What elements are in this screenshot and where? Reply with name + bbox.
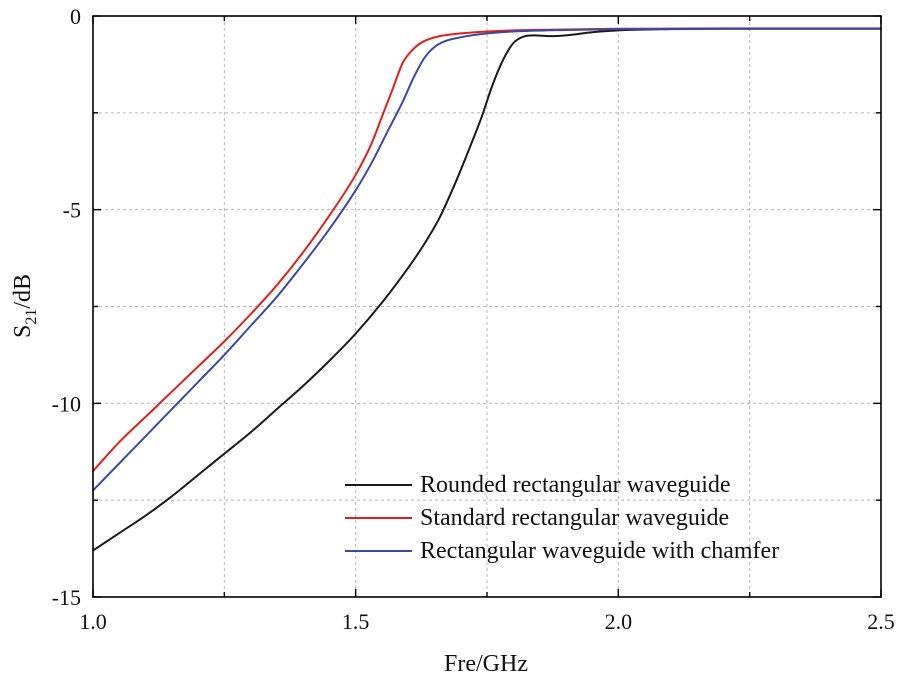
y-tick-label: 0 (70, 4, 81, 29)
x-axis-title: Fre/GHz (444, 651, 528, 677)
legend-label-rounded: Rounded rectangular waveguide (420, 472, 731, 498)
legend-label-chamfer: Rectangular waveguide with chamfer (420, 538, 779, 564)
y-axis-title-main: S (10, 325, 36, 338)
y-tick-label: -15 (52, 585, 81, 610)
x-tick-label: 1.5 (342, 609, 370, 634)
y-tick-label: -5 (63, 198, 81, 223)
x-tick-label: 2.5 (867, 609, 895, 634)
tick-layer (92, 15, 882, 598)
x-tick-label: 2.0 (605, 609, 633, 634)
tick-label-layer: 1.0 1.5 2.0 2.5 0 -5 -10 -15 (52, 4, 895, 634)
series-line-rounded (92, 27, 882, 552)
y-axis-title-unit: /dB (10, 274, 36, 309)
y-tick-label: -10 (52, 391, 81, 416)
series-layer (92, 27, 882, 552)
y-axis-title: S21/dB (10, 274, 40, 338)
legend-label-standard: Standard rectangular waveguide (420, 505, 729, 531)
x-tick-label: 1.0 (79, 609, 107, 634)
y-axis-title-subscript: 21 (23, 309, 40, 325)
grid-layer (93, 16, 881, 597)
series-line-chamfer (92, 27, 882, 492)
legend: Rounded rectangular waveguide Standard re… (345, 472, 779, 564)
